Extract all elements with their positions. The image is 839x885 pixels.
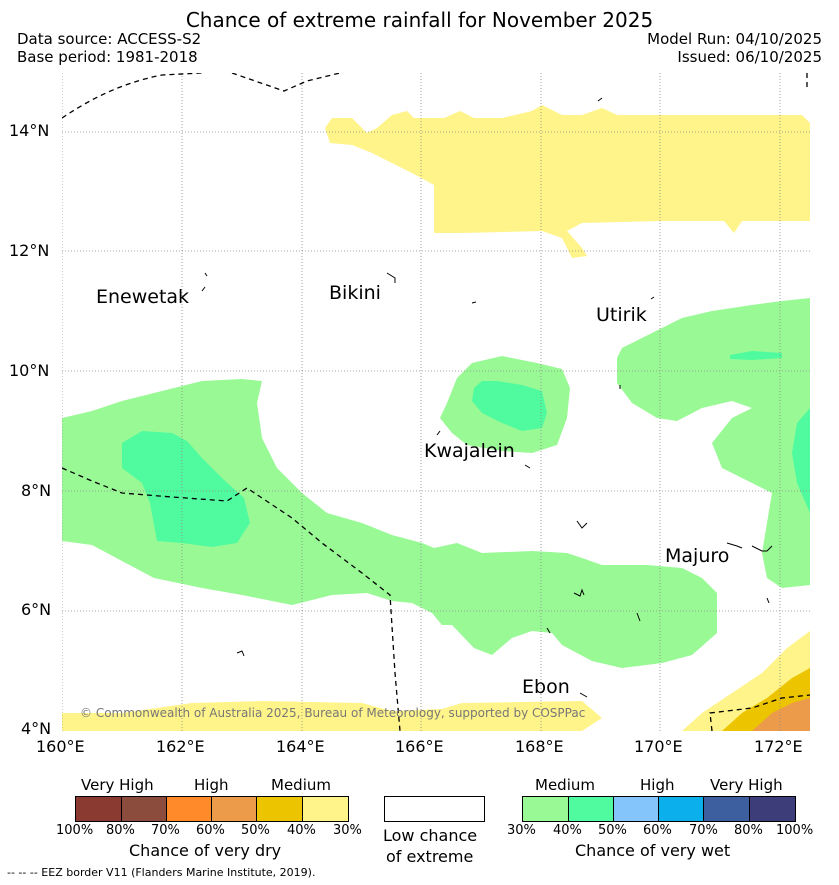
wet-colorbar: [522, 796, 796, 822]
wet-tick: 40%: [553, 823, 582, 838]
island-outlines: [201, 97, 773, 698]
place-bikini: Bikini: [329, 282, 381, 304]
low-chance-label-line2: of extreme: [386, 847, 474, 866]
lat-label-12n: 12°N: [9, 241, 50, 260]
map-area[interactable]: [62, 73, 810, 731]
copyright-notice: © Commonwealth of Australia 2025, Bureau…: [80, 706, 586, 720]
wet-tick: 30%: [507, 823, 536, 838]
lon-label-170e: 170°E: [634, 737, 683, 756]
map-canvas: [62, 73, 810, 731]
wet-swatch-2: [569, 797, 614, 821]
lat-label-10n: 10°N: [9, 361, 50, 380]
lon-label-164e: 164°E: [276, 737, 325, 756]
wet-category-very-high: Very High: [710, 776, 783, 794]
lon-label-166e: 166°E: [395, 737, 444, 756]
dry-category-medium: Medium: [271, 776, 331, 794]
dry-tick: 60%: [196, 823, 225, 838]
wet-swatch-5: [704, 797, 750, 821]
wet-area-west-inner: [122, 431, 250, 547]
wet-area-west: [62, 379, 717, 668]
map-title: Chance of extreme rainfall for November …: [185, 8, 654, 32]
wet-tick: 60%: [643, 823, 672, 838]
dry-area-south-west: [62, 701, 602, 731]
lat-label-14n: 14°N: [9, 121, 50, 140]
lat-label-8n: 8°N: [21, 481, 52, 500]
wet-area-center-inner: [472, 381, 547, 431]
dry-swatch-2: [122, 797, 167, 821]
wet-swatch-3: [614, 797, 659, 821]
eez-footnote: -- -- -- EEZ border V11 (Flanders Marine…: [7, 866, 316, 879]
dry-tick: 80%: [106, 823, 135, 838]
wet-tick: 80%: [734, 823, 763, 838]
lon-label-162e: 162°E: [156, 737, 205, 756]
wet-category-high: High: [640, 776, 675, 794]
dry-swatch-1: [76, 797, 122, 821]
lon-label-172e: 172°E: [754, 737, 803, 756]
dry-colorbar: [75, 796, 349, 822]
place-majuro: Majuro: [665, 545, 730, 567]
lat-label-6n: 6°N: [21, 600, 52, 619]
place-enewetak: Enewetak: [96, 286, 190, 308]
dry-tick: 40%: [287, 823, 316, 838]
dry-swatch-6: [303, 797, 348, 821]
wet-swatch-1: [523, 797, 569, 821]
place-kwajalein: Kwajalein: [424, 440, 515, 462]
lat-label-4n: 4°N: [21, 719, 52, 738]
dry-legend-title: Chance of very dry: [129, 841, 282, 860]
dry-tick: 30%: [333, 823, 362, 838]
dry-swatch-5: [257, 797, 303, 821]
base-period: Base period: 1981-2018: [17, 48, 198, 66]
wet-tick: 100%: [776, 823, 814, 838]
lon-label-168e: 168°E: [515, 737, 564, 756]
place-utirik: Utirik: [596, 304, 647, 326]
dry-swatch-3: [167, 797, 212, 821]
data-source: Data source: ACCESS-S2: [17, 30, 202, 48]
issued-date: Issued: 06/10/2025: [677, 48, 822, 66]
dry-category-very-high: Very High: [81, 776, 154, 794]
low-chance-label-line1: Low chance: [383, 826, 478, 845]
dry-category-high: High: [194, 776, 229, 794]
dry-tick: 100%: [56, 823, 94, 838]
wet-area-east-inner: [730, 351, 782, 360]
wet-swatch-6: [750, 797, 795, 821]
lon-label-160e: 160°E: [36, 737, 85, 756]
place-ebon: Ebon: [522, 676, 570, 698]
dry-swatch-4: [212, 797, 257, 821]
wet-area-east-inner-2: [792, 408, 810, 513]
dry-tick: 70%: [151, 823, 180, 838]
wet-category-medium: Medium: [535, 776, 595, 794]
dry-area-north: [325, 105, 810, 258]
wet-swatch-4: [659, 797, 704, 821]
dry-area-high: [752, 698, 810, 731]
wet-legend-title: Chance of very wet: [575, 841, 731, 860]
dry-tick: 50%: [241, 823, 270, 838]
wet-tick: 50%: [598, 823, 627, 838]
low-chance-swatch: [384, 796, 485, 822]
eez-borders: [62, 73, 810, 731]
wet-area-east: [617, 298, 810, 588]
model-run: Model Run: 04/10/2025: [647, 30, 822, 48]
wet-tick: 70%: [689, 823, 718, 838]
